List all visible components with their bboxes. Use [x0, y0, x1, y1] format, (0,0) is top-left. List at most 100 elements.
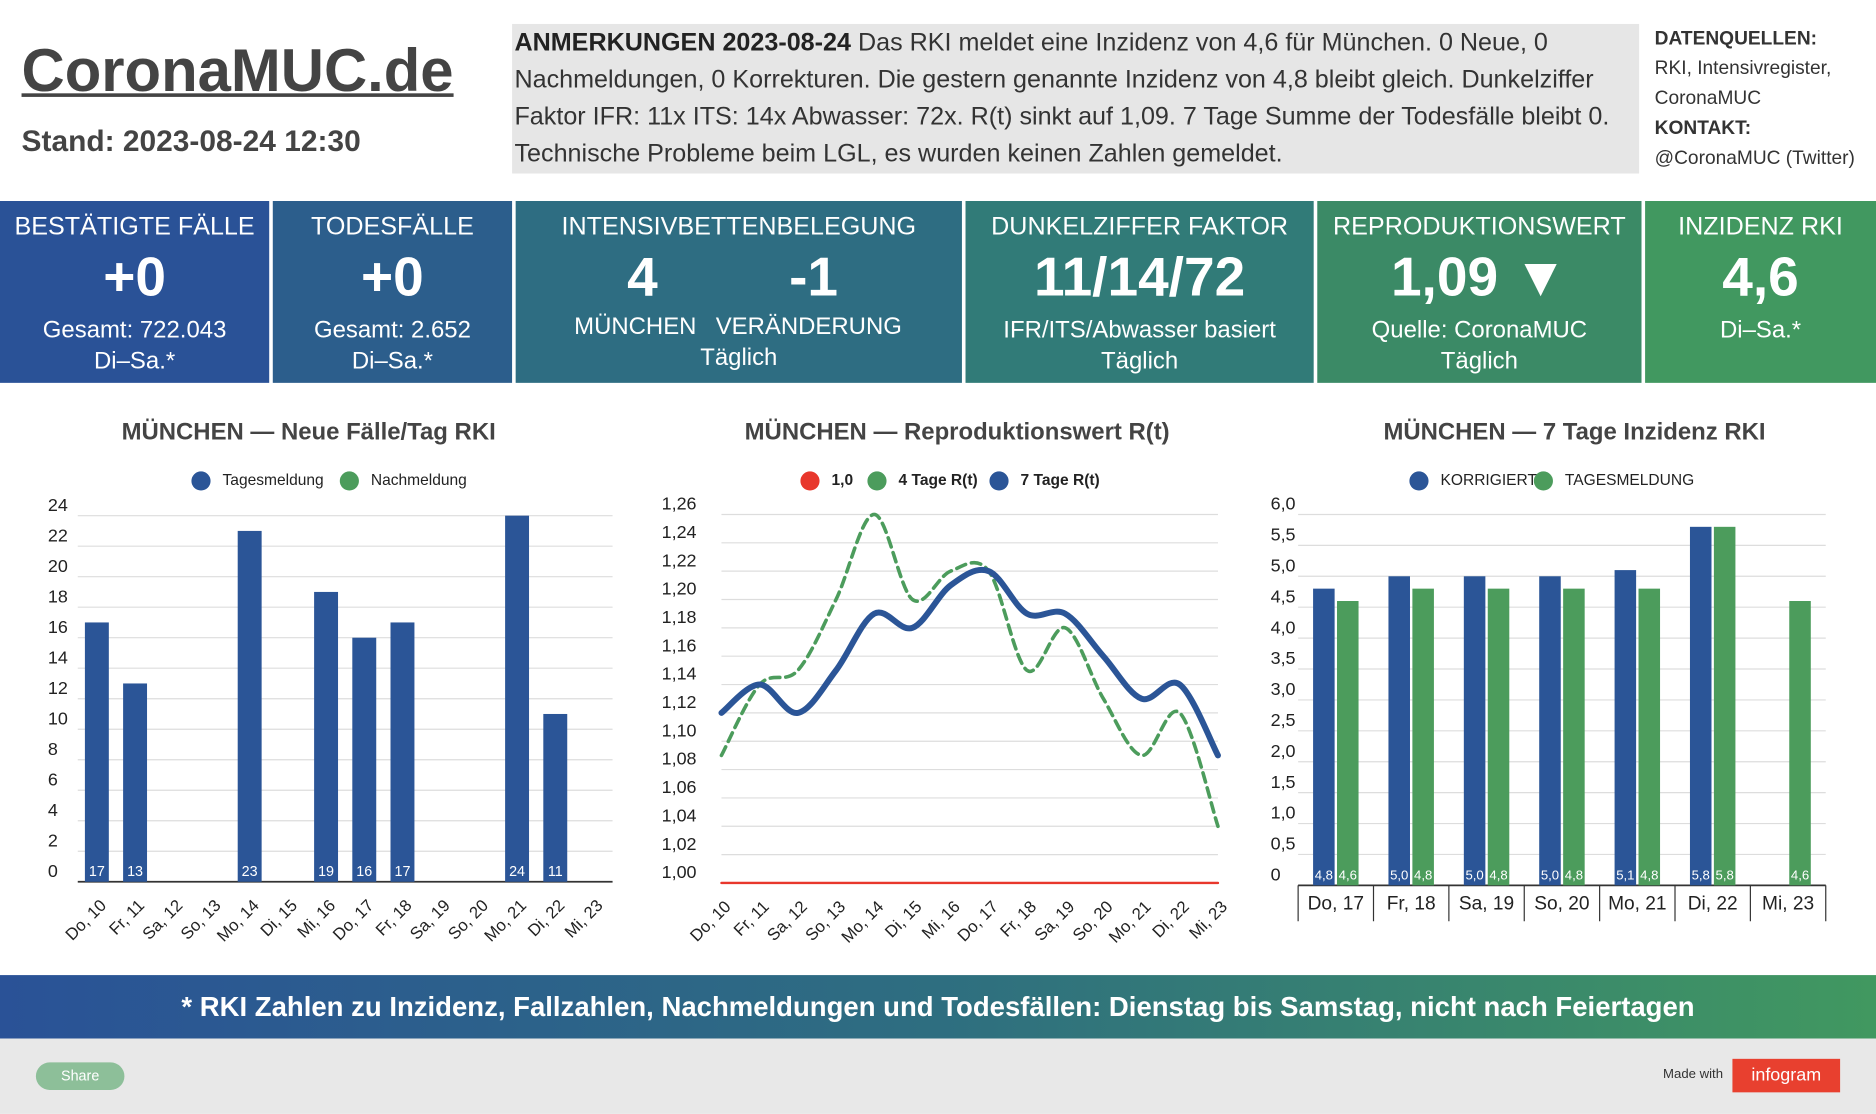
value-label: 17: [89, 864, 105, 880]
kpi-line: IFR/ITS/Abwasser basiert: [1003, 317, 1276, 344]
kpi-line: Täglich: [1101, 348, 1179, 375]
kpi-value: 4: [627, 245, 658, 308]
value-label: 4,6: [1791, 867, 1809, 882]
x-tick-label: Di, 15: [881, 897, 925, 941]
x-tick-label: Mo, 21: [1608, 894, 1666, 915]
kpi-value: +0: [361, 245, 424, 308]
legend-label: Tagesmeldung: [223, 472, 324, 489]
y-tick-label: 0: [48, 861, 58, 881]
y-tick-label: 18: [48, 586, 68, 606]
y-tick-label: 1,08: [662, 749, 697, 769]
x-tick-label: So, 20: [1534, 894, 1589, 915]
x-tick-label: Sa, 12: [139, 896, 187, 944]
y-tick-label: 24: [48, 495, 68, 515]
bar: [1638, 588, 1661, 886]
y-tick-label: 1,10: [662, 720, 697, 740]
kpi-value: -1: [789, 245, 839, 308]
legend-label: Nachmeldung: [371, 472, 467, 489]
y-tick-label: 0,5: [1271, 834, 1296, 854]
notes: ANMERKUNGEN 2023-08-24 Das RKI meldet ei…: [512, 23, 1640, 174]
site-title[interactable]: CoronaMUC.de: [21, 37, 454, 105]
kpi-title: DUNKELZIFFER FAKTOR: [991, 212, 1289, 241]
kpi-label: VERÄNDERUNG: [715, 313, 902, 340]
kpi-line: Di–Sa.*: [1719, 317, 1802, 344]
bar: [123, 683, 148, 882]
sources-text: RKI, Intensivregister, CoronaMUC: [1654, 58, 1832, 109]
timestamp: Stand: 2023-08-24 12:30: [21, 124, 361, 158]
brand-logo[interactable]: infogram: [1732, 1058, 1841, 1093]
bar: [352, 637, 377, 882]
y-tick-label: 14: [48, 647, 68, 667]
x-tick-label: Sa, 19: [1459, 894, 1514, 915]
y-tick-label: 1,04: [662, 805, 697, 825]
bar: [543, 713, 568, 882]
share-button[interactable]: Share: [35, 1062, 125, 1090]
y-tick-label: 1,02: [662, 834, 697, 854]
y-tick-label: 8: [48, 739, 58, 759]
value-label: 17: [394, 864, 410, 880]
bar: [505, 515, 530, 882]
bar: [314, 591, 339, 882]
value-label: 4,6: [1339, 867, 1357, 882]
chart-title: MÜNCHEN — Reproduktionswert R(t): [745, 418, 1170, 445]
x-tick-label: Do, 17: [329, 896, 377, 944]
y-tick-label: 3,0: [1271, 679, 1296, 699]
y-tick-label: 16: [48, 617, 68, 637]
x-tick-label: Sa, 12: [763, 897, 811, 945]
y-tick-label: 1,26: [662, 494, 697, 514]
y-tick-label: 1,20: [662, 579, 697, 599]
legend-marker: [867, 471, 887, 491]
chart-title: MÜNCHEN — 7 Tage Inzidenz RKI: [1383, 418, 1765, 445]
value-label: 4,8: [1414, 867, 1432, 882]
bar: [1789, 601, 1811, 886]
y-tick-label: 22: [48, 525, 68, 545]
kpi-line: Di–Sa.*: [351, 348, 433, 375]
legend-label: TAGESMELDUNG: [1565, 472, 1694, 489]
x-tick-label: Do, 17: [1308, 894, 1364, 915]
bar: [237, 530, 262, 882]
y-tick-label: 2,0: [1271, 741, 1296, 761]
kpi-line: Gesamt: 2.652: [313, 317, 471, 344]
value-label: 4,8: [1489, 867, 1507, 882]
kpi-value: 11/14/72: [1033, 245, 1246, 308]
sources-heading: DATENQUELLEN:: [1654, 28, 1818, 50]
kpi-title: REPRODUKTIONSWERT: [1333, 212, 1626, 241]
value-label: 11: [548, 864, 563, 880]
y-tick-label: 6: [48, 769, 58, 789]
value-label: 24: [509, 864, 525, 880]
value-label: 23: [242, 864, 258, 880]
y-tick-label: 20: [48, 556, 68, 576]
line-series: [718, 567, 1221, 759]
y-tick-label: 10: [48, 708, 68, 728]
value-label: 5,0: [1465, 867, 1483, 882]
kpi-line: Quelle: CoronaMUC: [1371, 317, 1588, 344]
value-label: 5,0: [1541, 867, 1559, 882]
y-tick-label: 4: [48, 800, 58, 820]
x-tick-label: Di, 22: [524, 896, 568, 940]
x-tick-label: Mo, 21: [1105, 897, 1155, 947]
y-tick-label: 1,00: [662, 862, 697, 882]
kpi-tile: BESTÄTIGTE FÄLLE +0 Gesamt: 722.043 Di–Sa.*: [0, 201, 270, 383]
kpi-line: Di–Sa.*: [94, 348, 176, 375]
value-label: 16: [356, 864, 372, 880]
value-label: 4,8: [1565, 867, 1583, 882]
contact-text: @CoronaMUC (Twitter): [1654, 148, 1855, 169]
kpi-tile: TODESFÄLLE +0 Gesamt: 2.652 Di–Sa.*: [272, 201, 513, 383]
x-tick-label: Mo, 14: [213, 896, 263, 946]
bar: [1689, 526, 1712, 886]
y-tick-label: 1,16: [662, 635, 697, 655]
y-tick-label: 4,0: [1271, 617, 1296, 637]
x-tick-label: Fr, 18: [1387, 894, 1436, 915]
x-tick-label: Mo, 14: [838, 897, 888, 947]
legend-label: 4 Tage R(t): [899, 472, 978, 489]
kpi-tile: INZIDENZ RKI 4,6 Di–Sa.*: [1645, 201, 1876, 383]
y-tick-label: 1,0: [1271, 803, 1296, 823]
chart-title: MÜNCHEN — Neue Fälle/Tag RKI: [122, 418, 496, 445]
bar: [1313, 588, 1335, 886]
made-with: Made with: [1663, 1067, 1724, 1082]
bar: [1563, 588, 1585, 886]
bar: [1463, 576, 1486, 886]
line-series: [719, 512, 1220, 829]
value-label: 5,1: [1616, 867, 1634, 882]
legend-marker: [339, 471, 359, 491]
